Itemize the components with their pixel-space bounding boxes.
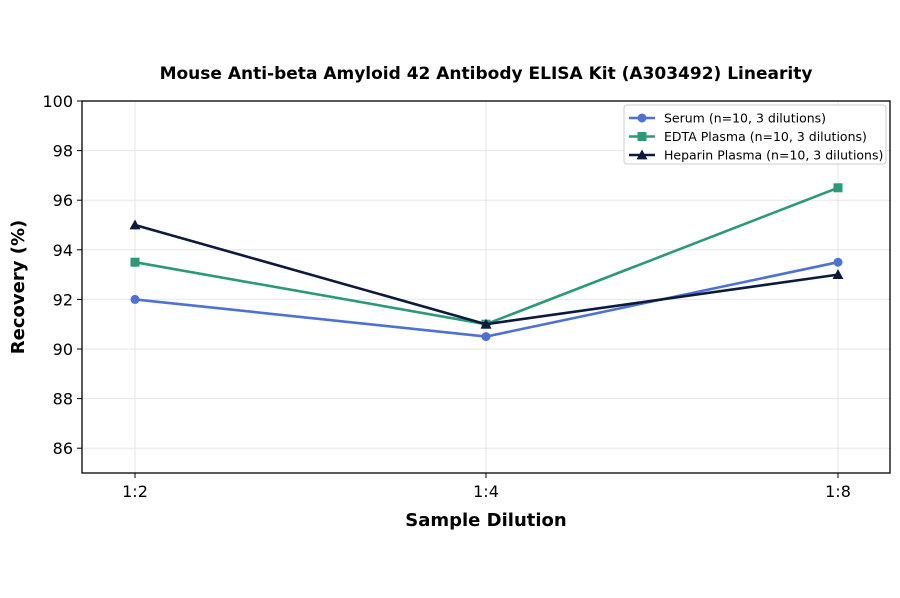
legend-label: Serum (n=10, 3 dilutions) bbox=[664, 111, 826, 126]
x-tick-label: 1:8 bbox=[825, 482, 851, 501]
series-2 bbox=[129, 219, 844, 329]
y-tick-label: 88 bbox=[53, 390, 73, 409]
y-axis-label: Recovery (%) bbox=[8, 220, 29, 354]
legend-marker bbox=[637, 132, 647, 141]
legend-entry: Serum (n=10, 3 dilutions) bbox=[629, 111, 826, 126]
data-point bbox=[833, 257, 843, 267]
legend-entry: EDTA Plasma (n=10, 3 dilutions) bbox=[629, 129, 867, 144]
axis-ticks: 1:2 1:4 1:8 86 88 90 92 94 96 98 100 bbox=[42, 92, 850, 501]
data-point bbox=[832, 269, 844, 279]
legend-box bbox=[623, 104, 887, 165]
legend-label: EDTA Plasma (n=10, 3 dilutions) bbox=[664, 129, 867, 144]
legend-entry: Heparin Plasma (n=10, 3 dilutions) bbox=[629, 148, 883, 163]
legend-label: Heparin Plasma (n=10, 3 dilutions) bbox=[664, 148, 883, 163]
data-point bbox=[129, 219, 141, 230]
x-tick-label: 1:2 bbox=[122, 482, 148, 501]
x-axis-label: Sample Dilution bbox=[405, 510, 566, 531]
legend-marker bbox=[636, 149, 648, 160]
data-point bbox=[481, 332, 491, 342]
chart-title: Mouse Anti-beta Amyloid 42 Antibody ELIS… bbox=[160, 64, 813, 84]
y-tick-label: 100 bbox=[42, 92, 73, 111]
data-point bbox=[480, 318, 492, 329]
y-tick-label: 98 bbox=[53, 142, 73, 161]
data-point bbox=[130, 257, 140, 267]
x-tick-label: 1:4 bbox=[473, 482, 499, 501]
y-tick-label: 86 bbox=[53, 439, 73, 458]
y-tick-label: 90 bbox=[53, 340, 73, 359]
y-tick-label: 94 bbox=[53, 241, 73, 260]
series-layer bbox=[129, 183, 844, 342]
y-tick-label: 92 bbox=[53, 290, 73, 309]
y-tick-label: 96 bbox=[53, 191, 73, 210]
legend-marker bbox=[637, 113, 647, 123]
legend: Serum (n=10, 3 dilutions) EDTA Plasma (n=… bbox=[623, 104, 887, 165]
series-0 bbox=[130, 257, 843, 342]
data-point bbox=[130, 294, 140, 304]
data-point bbox=[833, 183, 843, 193]
